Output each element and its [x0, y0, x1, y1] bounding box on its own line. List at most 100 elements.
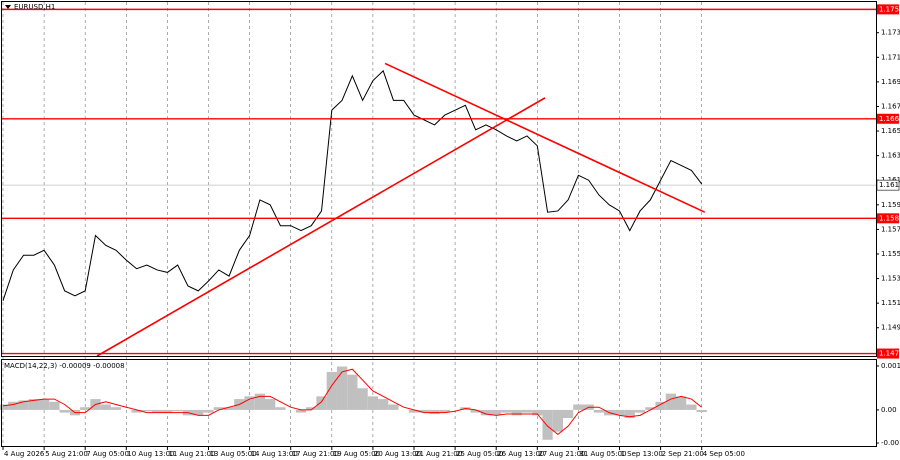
macd-bar [193, 409, 204, 416]
macd-bar [501, 409, 512, 413]
macd-bar [367, 396, 379, 410]
y-tick-label: 1.1675 [881, 102, 900, 110]
level-label: 1.1754 [879, 5, 900, 13]
macd-bar [172, 409, 183, 412]
y-tick-label: 1.1495 [881, 324, 900, 332]
x-tick-label: 25 Aug 05:00 [456, 450, 503, 458]
macd-bar [562, 409, 574, 419]
x-tick-label: 5 Aug 21:00 [45, 450, 88, 458]
x-tick-label: 13 Aug 05:00 [210, 450, 257, 458]
macd-bar [429, 409, 440, 414]
y-tick-label: 1.1735 [881, 29, 900, 37]
macd-bar [419, 409, 430, 413]
macd-bar [645, 407, 656, 410]
macd-bar [378, 399, 389, 410]
x-tick-label: 27 Aug 21:00 [538, 450, 585, 458]
x-tick-label: 4 Sep 05:00 [703, 450, 745, 458]
macd-bar [573, 404, 584, 410]
y-tick-label: 1.1595 [881, 201, 900, 209]
marks-layer [0, 8, 876, 440]
x-tick-label: 4 Aug 2026 [4, 450, 45, 458]
trendline [96, 97, 546, 357]
macd-bar [244, 396, 255, 410]
level-label: 1.1584 [879, 214, 900, 222]
x-tick-label: 20 Aug 13:00 [374, 450, 421, 458]
macd-bar [0, 404, 9, 410]
x-tick-label: 19 Aug 05:00 [333, 450, 380, 458]
y-tick-label: 1.1695 [881, 78, 900, 86]
x-tick-label: 14 Aug 13:00 [251, 450, 298, 458]
macd-bar [49, 401, 60, 410]
macd-bar [306, 407, 317, 410]
macd-bar [80, 407, 91, 410]
y-tick-label: 1.1515 [881, 299, 900, 307]
level-tag [877, 348, 899, 359]
x-tick-label: 11 Aug 21:00 [168, 450, 215, 458]
macd-bar [151, 409, 163, 413]
macd-bar [676, 396, 687, 410]
level-tag [877, 113, 899, 124]
level-tag [877, 213, 899, 224]
y-tick-label: -0.00122 [881, 439, 900, 447]
macd-bar [439, 409, 450, 413]
macd-bar [686, 404, 697, 410]
macd-bar [696, 409, 707, 413]
trendline [384, 62, 706, 213]
chart-title: EURUSD,H1 [14, 3, 55, 11]
grid-layer [2, 2, 703, 446]
macd-bar [275, 407, 286, 410]
macd-bar [316, 396, 327, 410]
macd-bar [593, 409, 605, 413]
price-line [2, 69, 703, 301]
macd-bar [141, 409, 152, 412]
x-tick-label: 10 Aug 13:00 [127, 450, 174, 458]
macd-bar [480, 409, 492, 416]
x-tick-label: 2 Sep 21:00 [662, 450, 704, 458]
level-label: 1.1474 [879, 350, 900, 358]
x-tick-label: 26 Aug 13:00 [497, 450, 544, 458]
macd-bar [8, 401, 19, 410]
macd-bar [511, 409, 522, 416]
x-tick-label: 21 Aug 21:00 [415, 450, 462, 458]
macd-bar [100, 404, 111, 410]
y-tick-label: 1.1555 [881, 250, 900, 258]
macd-bar [336, 366, 348, 410]
macd-bar [532, 409, 543, 416]
current-price-tag [876, 179, 900, 191]
macd-title: MACD(14,22,3) -0.00009 -0.00008 [4, 362, 125, 370]
macd-bar [213, 407, 224, 410]
y-tick-label: 0.00 [881, 406, 897, 414]
macd-bar [491, 409, 502, 416]
x-tick-label: 17 Aug 21:00 [292, 450, 339, 458]
x-tick-label: 7 Aug 05:00 [86, 450, 129, 458]
macd-bar [203, 409, 214, 413]
macd-bar [295, 409, 307, 413]
y-tick-label: 1.1635 [881, 152, 900, 160]
macd-bar [254, 393, 266, 410]
price-pane-frame [1, 1, 877, 357]
macd-bar [162, 409, 173, 413]
macd-bar [28, 399, 39, 410]
macd-bar [614, 409, 625, 416]
macd-bar [655, 401, 666, 410]
y-tick-label: 0.00162 [881, 362, 900, 370]
y-tick-label: 1.1535 [881, 275, 900, 283]
macd-pane-frame [1, 359, 877, 447]
title-arrow [5, 5, 11, 9]
level-tag [877, 4, 899, 15]
macd-bar [388, 404, 399, 410]
macd-bar [131, 409, 142, 413]
macd-bar [521, 409, 533, 413]
macd-bar [357, 388, 368, 410]
macd-bar [38, 399, 50, 410]
signal-line [2, 368, 703, 435]
y-tick-label: 1.1575 [881, 225, 900, 233]
macd-bar [265, 399, 276, 410]
macd-bar [470, 409, 481, 413]
level-label: 1.1665 [879, 115, 900, 123]
macd-bar [542, 409, 553, 440]
macd-bar [408, 409, 420, 413]
